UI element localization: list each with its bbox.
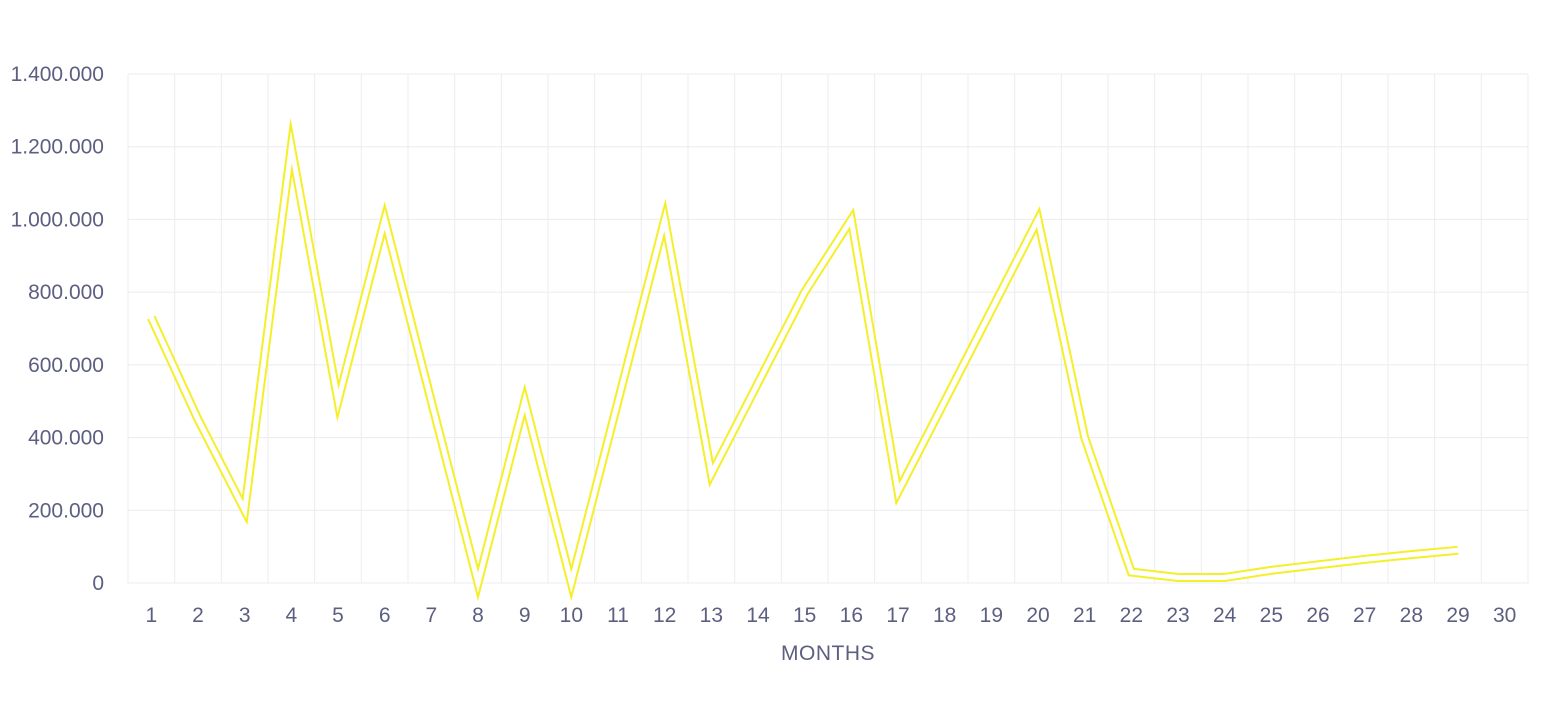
x-tick-label: 30 <box>1493 604 1516 627</box>
x-tick-label: 15 <box>793 604 816 627</box>
x-tick-label: 26 <box>1306 604 1329 627</box>
x-tick-label: 4 <box>285 604 297 627</box>
y-tick-label: 600.000 <box>28 354 104 377</box>
x-tick-label: 14 <box>746 604 770 627</box>
x-tick-label: 8 <box>472 604 484 627</box>
x-tick-label: 19 <box>980 604 1003 627</box>
series-line-core <box>149 130 1459 594</box>
x-tick-label: 21 <box>1073 604 1096 627</box>
x-tick-label: 12 <box>653 604 676 627</box>
x-tick-label: 27 <box>1353 604 1376 627</box>
x-tick-label: 2 <box>192 604 204 627</box>
x-tick-label: 23 <box>1166 604 1189 627</box>
x-tick-label: 29 <box>1446 604 1469 627</box>
y-tick-label: 200.000 <box>28 499 104 522</box>
y-tick-label: 1.400.000 <box>11 63 104 86</box>
y-tick-label: 0 <box>92 572 104 595</box>
x-tick-label: 7 <box>425 604 437 627</box>
x-tick-label: 9 <box>519 604 531 627</box>
y-axis-ticks: 0 200.000 400.000 600.000 800.000 1.000.000 1.… <box>11 63 104 595</box>
x-tick-label: 17 <box>886 604 909 627</box>
x-tick-label: 28 <box>1400 604 1423 627</box>
x-tick-label: 13 <box>700 604 723 627</box>
x-tick-label: 5 <box>332 604 344 627</box>
x-tick-label: 10 <box>560 604 583 627</box>
series-lines <box>147 117 1459 602</box>
grid <box>127 73 1529 584</box>
y-tick-label: 1.000.000 <box>11 208 104 231</box>
y-tick-label: 400.000 <box>28 427 104 450</box>
x-tick-label: 16 <box>840 604 863 627</box>
x-tick-label: 22 <box>1120 604 1143 627</box>
x-tick-label: 6 <box>379 604 391 627</box>
x-tick-label: 18 <box>933 604 956 627</box>
x-tick-label: 20 <box>1026 604 1049 627</box>
y-tick-label: 1.200.000 <box>11 136 104 159</box>
x-tick-label: 1 <box>145 604 157 627</box>
x-axis-ticks: 1 2 3 4 5 6 7 8 9 10 11 12 13 14 15 16 17 18 19 20 21 22 23 24 2… <box>145 604 1516 627</box>
x-axis-title: MONTHS <box>781 642 875 665</box>
x-tick-label: 25 <box>1260 604 1283 627</box>
x-tick-label: 11 <box>607 604 629 627</box>
x-tick-label: 24 <box>1213 604 1237 627</box>
x-tick-label: 3 <box>239 604 251 627</box>
y-tick-label: 800.000 <box>28 281 104 304</box>
